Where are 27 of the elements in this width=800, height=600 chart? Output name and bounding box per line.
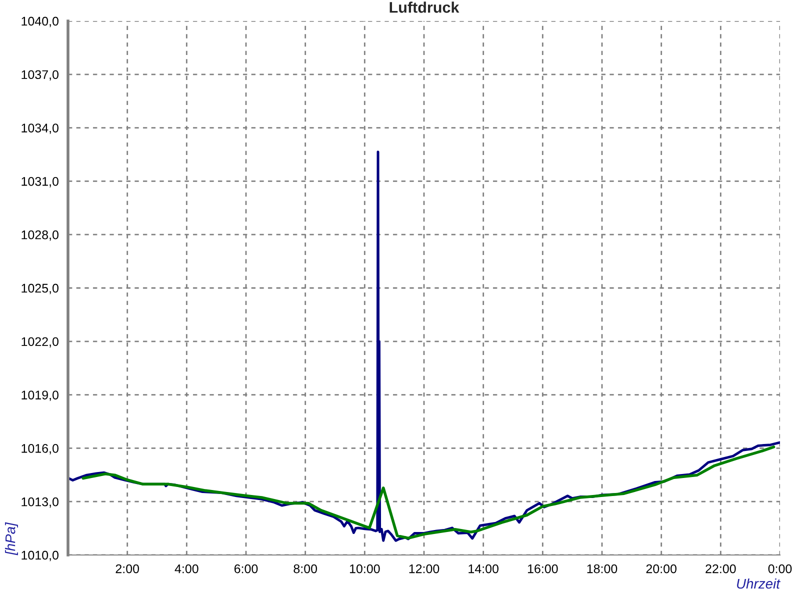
x-tick-label: 8:00 bbox=[294, 564, 318, 574]
x-axis-title: Uhrzeit bbox=[737, 578, 780, 589]
y-tick-label: 1040,0 bbox=[22, 16, 58, 28]
x-tick-label: 4:00 bbox=[174, 564, 198, 574]
x-tick-label: 22:00 bbox=[706, 564, 736, 574]
x-tick-label: 6:00 bbox=[234, 564, 258, 574]
chart-title: Luftdruck bbox=[390, 2, 460, 13]
x-tick-label: 0:00 bbox=[768, 564, 792, 574]
y-tick-label: 1034,0 bbox=[22, 124, 58, 134]
y-tick-label: 1031,0 bbox=[22, 177, 58, 188]
y-tick-label: 1013,0 bbox=[22, 497, 58, 508]
x-tick-label: 20:00 bbox=[646, 564, 676, 574]
y-tick-label: 1028,0 bbox=[22, 230, 58, 241]
y-tick-label: 1016,0 bbox=[22, 444, 58, 454]
x-tick-label: 14:00 bbox=[468, 564, 498, 574]
x-tick-label: 18:00 bbox=[587, 564, 618, 574]
y-tick-label: 1010,0 bbox=[22, 550, 58, 562]
y-tick-label: 1037,0 bbox=[22, 70, 58, 81]
x-tick-label: 16:00 bbox=[528, 564, 558, 574]
y-axis-title: [hPa] bbox=[5, 522, 18, 556]
x-tick-label: 12:00 bbox=[409, 564, 440, 574]
x-tick-label: 10:00 bbox=[350, 564, 380, 574]
y-tick-label: 1025,0 bbox=[22, 284, 58, 294]
line-series bbox=[82, 446, 776, 540]
x-tick-label: 2:00 bbox=[116, 564, 140, 574]
y-tick-label: 1022,0 bbox=[22, 337, 58, 348]
y-tick-label: 1019,0 bbox=[22, 390, 58, 401]
